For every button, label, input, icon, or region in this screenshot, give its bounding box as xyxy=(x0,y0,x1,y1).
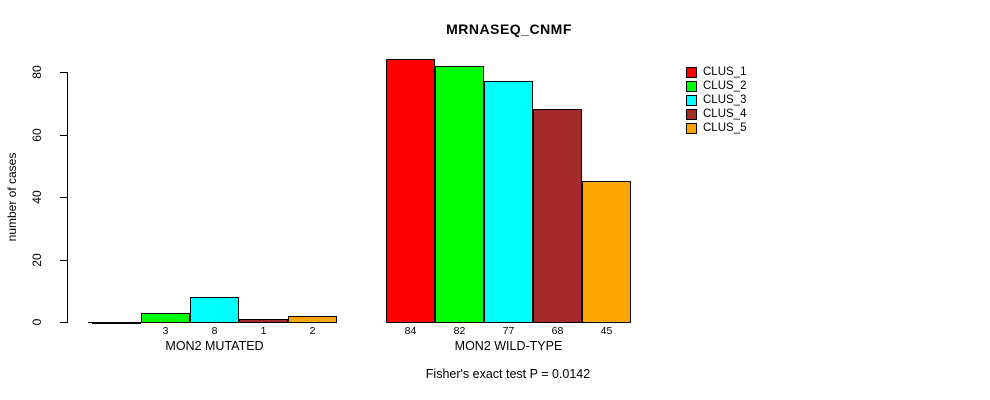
y-tick-label: 80 xyxy=(30,65,44,79)
legend-swatch-clus_2 xyxy=(686,81,697,92)
y-tick-mark xyxy=(60,322,67,323)
bar-clus_2 xyxy=(141,313,190,323)
legend-row: CLUS_1 xyxy=(686,66,746,79)
legend-label: CLUS_2 xyxy=(703,80,747,92)
legend-label: CLUS_4 xyxy=(703,108,747,120)
bar-clus_3 xyxy=(484,81,533,323)
bar-value-label: 3 xyxy=(162,325,169,337)
legend-swatch-clus_1 xyxy=(686,67,697,78)
y-tick-mark xyxy=(60,135,67,136)
legend-label: CLUS_5 xyxy=(703,122,747,134)
legend: CLUS_1 CLUS_2 CLUS_3 CLUS_4 CLUS_5 xyxy=(686,66,746,135)
annotation-fisher-test: Fisher's exact test P = 0.0142 xyxy=(425,367,591,381)
bar-value-label: 1 xyxy=(260,325,267,337)
bar-value-label: 8 xyxy=(211,325,218,337)
bar-clus_3 xyxy=(190,297,239,323)
y-tick-label: 40 xyxy=(30,190,44,204)
group-label: MON2 MUTATED xyxy=(165,339,264,353)
legend-row: CLUS_5 xyxy=(686,122,746,135)
legend-label: CLUS_1 xyxy=(703,66,747,78)
bar-value-label: 77 xyxy=(502,325,515,337)
y-tick-label: 0 xyxy=(30,318,44,326)
y-tick-mark xyxy=(60,72,67,73)
bar-value-label: 2 xyxy=(309,325,316,337)
legend-swatch-clus_4 xyxy=(686,109,697,120)
y-axis-line xyxy=(67,72,68,323)
bar-value-label: 45 xyxy=(600,325,613,337)
legend-swatch-clus_5 xyxy=(686,123,697,134)
bar-clus_5 xyxy=(582,181,631,323)
legend-row: CLUS_4 xyxy=(686,108,746,121)
bar-clus_1 xyxy=(386,59,435,323)
bar-clus_2 xyxy=(435,66,484,323)
group-label: MON2 WILD-TYPE xyxy=(454,339,563,353)
bar-clus_4 xyxy=(533,109,582,323)
y-tick-mark xyxy=(60,260,67,261)
legend-row: CLUS_3 xyxy=(686,94,746,107)
legend-row: CLUS_2 xyxy=(686,80,746,93)
chart-title: MRNASEQ_CNMF xyxy=(446,21,572,37)
bar-value-label: 84 xyxy=(404,325,417,337)
legend-label: CLUS_3 xyxy=(703,94,747,106)
bar-clus_4 xyxy=(239,319,288,323)
bar-value-label: 82 xyxy=(453,325,466,337)
y-tick-label: 20 xyxy=(30,253,44,267)
y-tick-label: 60 xyxy=(30,128,44,142)
bar-value-label: 68 xyxy=(551,325,564,337)
bar-clus_5 xyxy=(288,316,337,323)
legend-swatch-clus_3 xyxy=(686,95,697,106)
y-tick-mark xyxy=(60,197,67,198)
bar-clus_1 xyxy=(92,322,141,324)
